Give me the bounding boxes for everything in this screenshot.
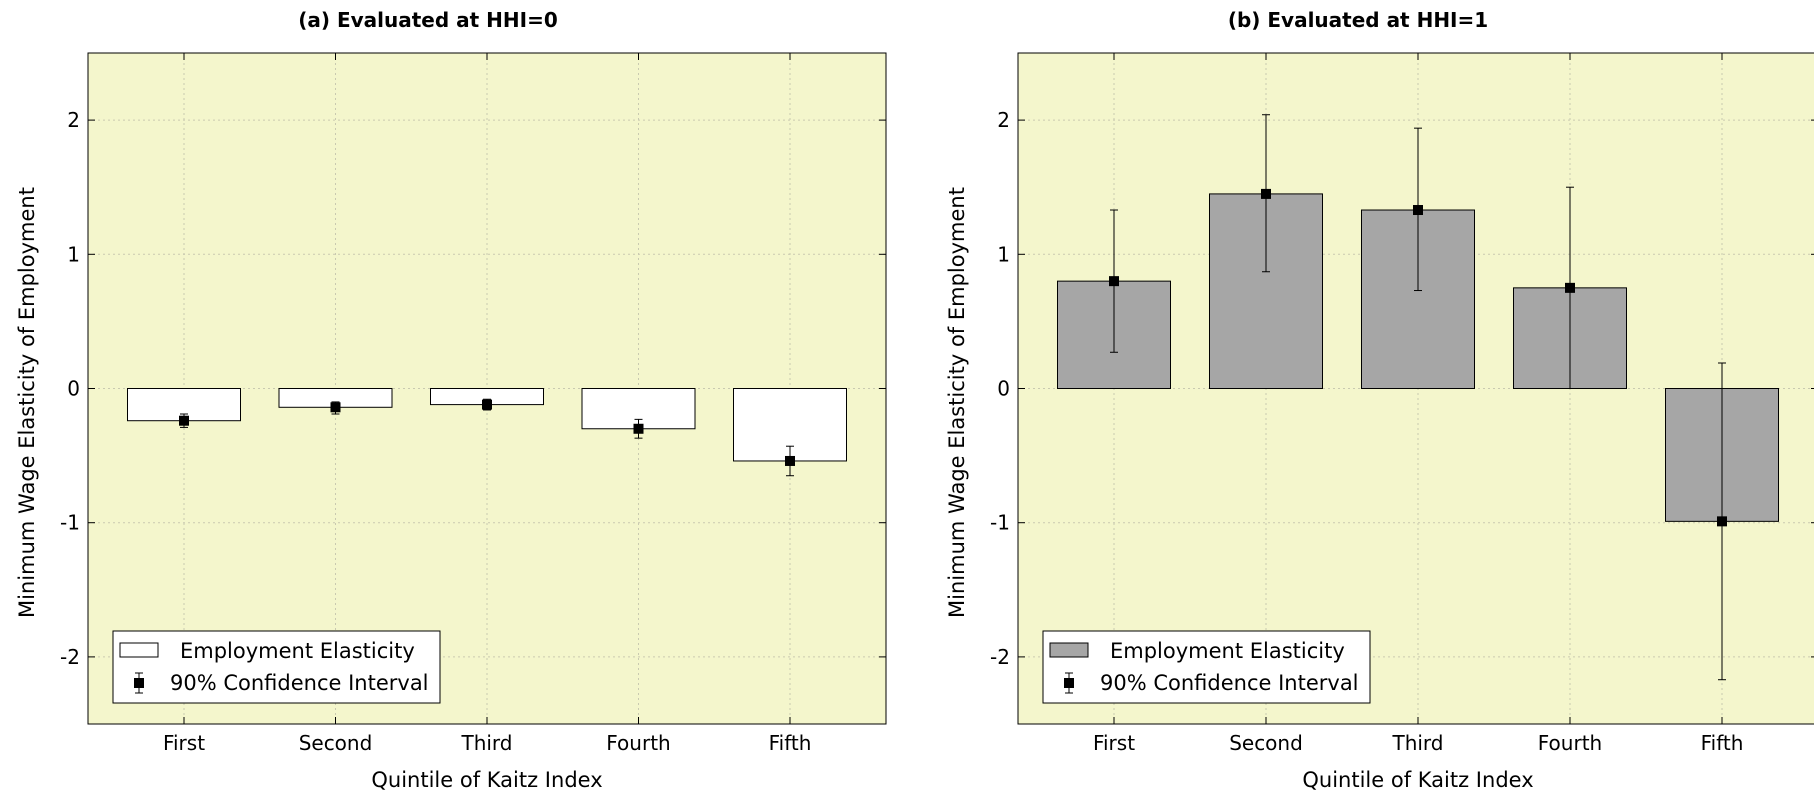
y-tick-label: 2 [67, 108, 80, 132]
legend-box [1042, 630, 1371, 704]
legend-label-ci: 90% Confidence Interval [170, 671, 429, 695]
legend: Employment Elasticity 90% Confidence Inte… [1042, 630, 1371, 704]
x-tick-label: Second [1229, 731, 1303, 755]
chart-title: (b) Evaluated at HHI=1 [1228, 8, 1488, 32]
point-marker-third [482, 399, 492, 410]
point-marker-fifth [785, 455, 795, 466]
legend-marker [1064, 678, 1074, 688]
y-tick-label: 0 [67, 377, 80, 401]
legend-swatch-bar [119, 642, 159, 658]
legend: Employment Elasticity 90% Confidence Inte… [112, 630, 441, 704]
y-tick-label: 2 [997, 108, 1010, 132]
legend-label-bar: Employment Elasticity [1110, 639, 1345, 663]
chart-panel-b: -2 -1 0 1 2 First Second Third Fourth Fifth (b) Ev… [945, 8, 1814, 792]
y-tick-label: -1 [60, 511, 80, 535]
point-marker-fifth [1717, 516, 1727, 527]
y-tick-label: -2 [990, 645, 1010, 669]
x-tick-label: Third [1391, 731, 1443, 755]
x-tick-label: Fifth [1701, 731, 1744, 755]
point-marker-first [1109, 276, 1119, 287]
legend-label-bar: Employment Elasticity [180, 639, 415, 663]
legend-box [112, 630, 441, 704]
x-tick-label: Fourth [1538, 731, 1602, 755]
x-tick-label: Third [460, 731, 512, 755]
chart-panel-a: -2 -1 0 1 2 First Second Third Fourth Fifth (a) Ev… [15, 8, 887, 792]
x-axis-label: Quintile of Kaitz Index [1302, 768, 1533, 792]
y-tick-label: -1 [990, 511, 1010, 535]
y-tick-label: 1 [997, 242, 1010, 266]
x-tick-label: Fourth [606, 731, 670, 755]
x-tick-label: Second [299, 731, 373, 755]
y-tick-label: -2 [60, 645, 80, 669]
x-tick-label: First [163, 731, 205, 755]
legend-marker [134, 678, 144, 688]
y-axis-label: Minimum Wage Elasticity of Employment [945, 187, 969, 618]
x-axis-label: Quintile of Kaitz Index [371, 768, 602, 792]
chart-title: (a) Evaluated at HHI=0 [298, 8, 558, 32]
point-marker-second [1261, 188, 1271, 199]
point-marker-first [179, 415, 189, 426]
y-tick-label: 0 [997, 377, 1010, 401]
legend-swatch-bar [1049, 642, 1089, 658]
point-marker-fourth [633, 423, 644, 434]
x-tick-label: First [1093, 731, 1135, 755]
legend-label-ci: 90% Confidence Interval [1100, 671, 1359, 695]
point-marker-fourth [1565, 282, 1575, 293]
point-marker-third [1413, 205, 1423, 216]
y-axis-label: Minimum Wage Elasticity of Employment [15, 187, 39, 618]
x-tick-label: Fifth [769, 731, 812, 755]
point-marker-second [330, 402, 341, 413]
y-tick-label: 1 [67, 242, 80, 266]
